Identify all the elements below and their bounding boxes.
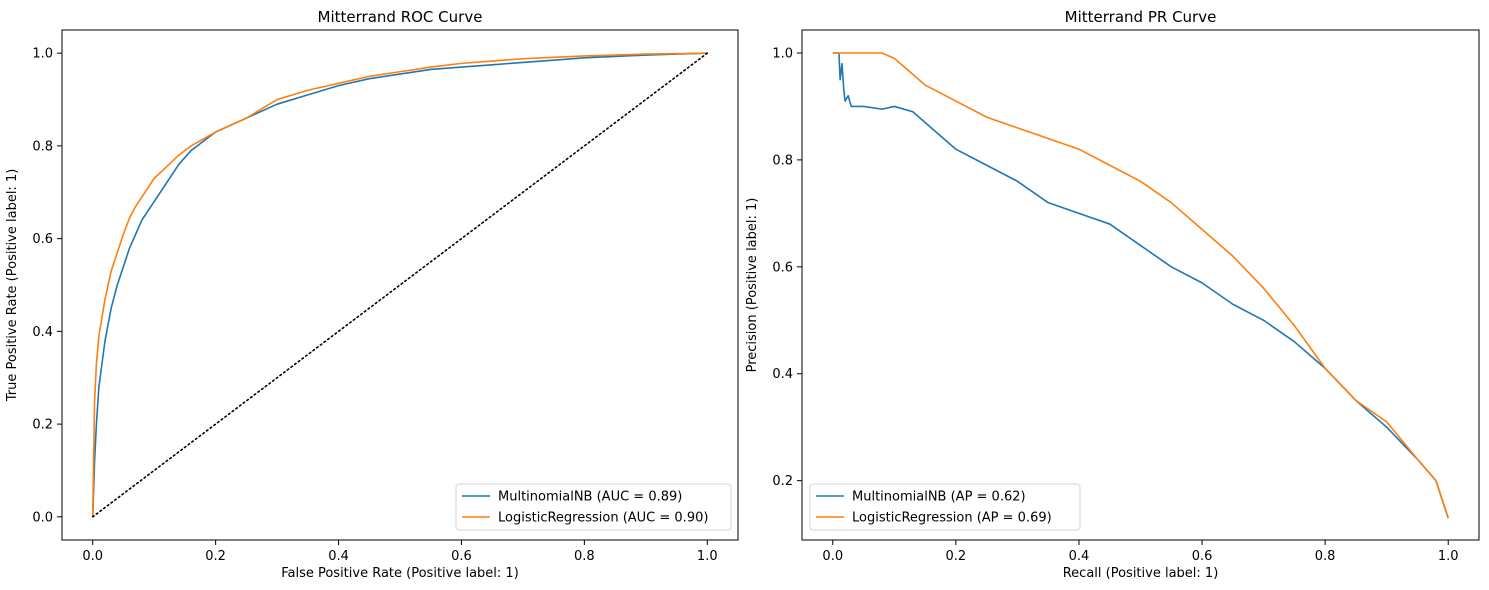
pr-x-tick-label: 0.6	[1192, 549, 1213, 564]
pr-legend-entry: MultinomialNB (AP = 0.62)	[852, 490, 1026, 505]
roc-legend-entry: LogisticRegression (AUC = 0.90)	[498, 511, 708, 526]
roc-chart-panel: 0.0 0.2 0.4 0.6 0.8 1.0 0.0 0.2 0.4 0.6 0.8 1.0 Mitt…	[5, 8, 739, 581]
pr-y-tick-label: 0.6	[772, 260, 793, 275]
roc-y-tick-label: 0.6	[32, 232, 53, 247]
roc-legend-frame	[455, 483, 732, 531]
roc-y-tick-label: 0.2	[32, 418, 53, 433]
pr-chart-title: Mitterrand PR Curve	[1065, 8, 1217, 26]
roc-x-tick-label: 0.6	[451, 549, 472, 564]
pr-axes-frame	[801, 29, 1480, 541]
roc-y-axis-label: True Positive Rate (Positive label: 1)	[5, 169, 20, 403]
pr-plot-area	[832, 52, 1449, 519]
roc-y-tick-label: 0.0	[32, 510, 53, 525]
roc-x-tick-label: 0.2	[205, 549, 226, 564]
roc-legend-entry: MultinomialNB (AUC = 0.89)	[498, 490, 682, 505]
roc-x-tick-label: 0.8	[574, 549, 595, 564]
pr-legend-entry: LogisticRegression (AP = 0.69)	[852, 511, 1052, 526]
roc-series-logisticregression	[91, 52, 708, 517]
pr-x-tick-label: 0.0	[822, 549, 843, 564]
pr-series-multinomialnb	[832, 52, 1449, 519]
roc-x-tick-label: 0.0	[82, 549, 103, 564]
pr-y-axis-label: Precision (Positive label: 1)	[745, 198, 760, 373]
roc-legend: MultinomialNB (AUC = 0.89) LogisticRegres…	[455, 483, 732, 531]
pr-y-tick-label: 0.2	[772, 474, 793, 489]
pr-legend-frame	[809, 483, 1081, 531]
pr-x-tick-label: 0.4	[1069, 549, 1090, 564]
pr-y-tick-label: 0.8	[772, 153, 793, 168]
pr-y-tick-label: 1.0	[772, 46, 793, 61]
roc-y-tick-label: 0.4	[32, 325, 53, 340]
pr-x-tick-label: 0.8	[1315, 549, 1336, 564]
roc-plot-area	[91, 52, 709, 518]
roc-y-tick-label: 0.8	[32, 139, 53, 154]
roc-chance-line	[91, 52, 709, 518]
roc-axes-frame	[61, 29, 739, 541]
pr-chart-panel: 0.0 0.2 0.4 0.6 0.8 1.0 0.2 0.4 0.6 0.8 1.0 Mitterr…	[745, 8, 1480, 581]
roc-x-tick-label: 0.4	[328, 549, 349, 564]
roc-chart-title: Mitterrand ROC Curve	[318, 8, 483, 26]
pr-x-tick-label: 1.0	[1438, 549, 1459, 564]
roc-series-multinomialnb	[91, 52, 708, 517]
pr-y-tick-label: 0.4	[772, 367, 793, 382]
pr-series-logisticregression	[832, 52, 1449, 519]
roc-y-tick-label: 1.0	[32, 47, 53, 62]
pr-legend: MultinomialNB (AP = 0.62) LogisticRegress…	[809, 483, 1081, 531]
roc-x-tick-label: 1.0	[697, 549, 718, 564]
roc-x-axis-label: False Positive Rate (Positive label: 1)	[281, 566, 519, 581]
pr-x-axis-label: Recall (Positive label: 1)	[1063, 566, 1219, 581]
pr-x-tick-label: 0.2	[946, 549, 967, 564]
